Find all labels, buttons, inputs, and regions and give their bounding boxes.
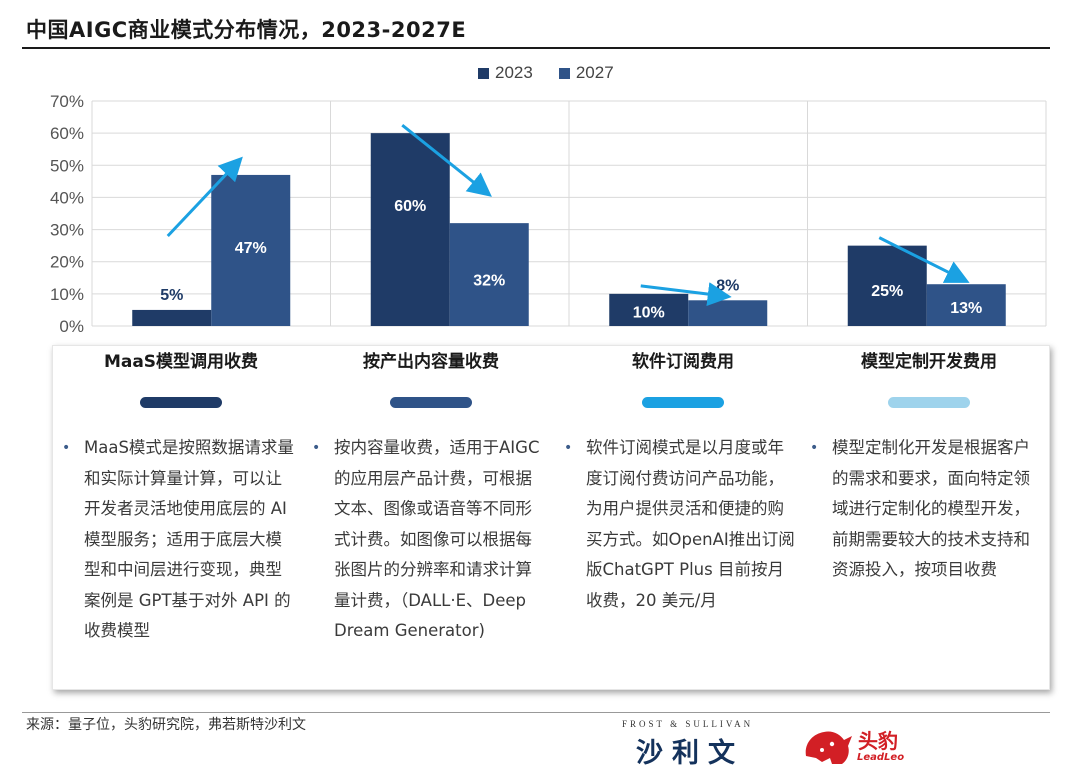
bullet-icon: •: [810, 440, 819, 456]
color-pill: [390, 397, 472, 408]
leadleo-leopard-icon: [805, 731, 852, 764]
legend-label-2023: 2023: [495, 63, 533, 82]
trend-arrow-down: [401, 123, 492, 197]
bar-2023: [609, 293, 689, 326]
column-custom-dev: 模型定制开发费用 • 模型定制化开发是根据客户的需求和要求，面向特定领域进行定制…: [810, 345, 1048, 690]
data-label: 5%: [160, 287, 183, 304]
bar-chart: 0% 10% 20% 30% 40% 50% 60% 70% 5% 47% 60% 32% 10% 8%…: [50, 92, 1047, 336]
data-label: 25%: [871, 283, 903, 300]
column-maas: MaaS模型调用收费 • MaaS模式是按照数据请求量和实际计算量计算，可以让开…: [62, 345, 300, 690]
y-tick-label: 30%: [50, 221, 84, 240]
description-text: 软件订阅模式是以月度或年度订阅付费访问产品功能，为用户提供灵活和便捷的购买方式。…: [586, 438, 795, 610]
column-heading: MaaS模型调用收费: [103, 352, 259, 372]
frost-sullivan-logo: 沙利文: [636, 738, 744, 769]
color-pill: [140, 397, 222, 408]
y-tick-label: 40%: [50, 188, 84, 207]
description-text: MaaS模式是按照数据请求量和实际计算量计算，可以让开发者灵活地使用底层的 AI…: [84, 438, 294, 640]
column-content-volume: 按产出内容量收费 • 按内容量收费，适用于AIGC的应用层产品计费，可根据文本、…: [312, 345, 550, 690]
bullet-icon: •: [312, 440, 321, 456]
y-tick-label: 60%: [50, 124, 84, 143]
y-tick-label: 20%: [50, 253, 84, 272]
data-label: 47%: [235, 240, 267, 257]
source-note: 来源：量子位，头豹研究院，弗若斯特沙利文: [26, 717, 306, 733]
column-description: • 软件订阅模式是以月度或年度订阅付费访问产品功能，为用户提供灵活和便捷的购买方…: [564, 433, 800, 616]
y-tick-label: 70%: [50, 92, 84, 111]
bar-2023: [847, 245, 927, 326]
legend-swatch-2027: [558, 67, 570, 79]
frost-sullivan-wordmark: FROST & SULLIVAN: [622, 719, 754, 729]
bar-2027: [926, 284, 1006, 326]
bullet-icon: •: [62, 440, 71, 456]
y-tick-label: 10%: [50, 285, 84, 304]
y-tick-label: 0%: [59, 317, 84, 336]
legend-label-2027: 2027: [575, 63, 614, 82]
column-heading: 软件订阅费用: [632, 352, 734, 372]
description-text: 模型定制化开发是根据客户的需求和要求，面向特定领域进行定制化的模型开发，前期需要…: [832, 438, 1030, 579]
bar-2027: [688, 300, 768, 326]
leadleo-logo-en: LeadLeo: [857, 752, 905, 763]
data-label: 8%: [716, 277, 739, 294]
column-description: • MaaS模式是按照数据请求量和实际计算量计算，可以让开发者灵活地使用底层的 …: [62, 433, 298, 647]
trend-arrow-down: [640, 282, 732, 307]
bar-2027: [211, 174, 291, 326]
data-label: 13%: [950, 300, 982, 317]
column-description: • 按内容量收费，适用于AIGC的应用层产品计费，可根据文本、图像或语音等不同形…: [312, 433, 548, 647]
color-pill: [642, 397, 724, 408]
bar-2023: [370, 133, 450, 326]
chart-legend: 2023 2027: [478, 63, 614, 83]
column-heading: 按产出内容量收费: [363, 352, 499, 372]
legend-swatch-2023: [478, 67, 489, 79]
column-description: • 模型定制化开发是根据客户的需求和要求，面向特定领域进行定制化的模型开发，前期…: [810, 433, 1046, 586]
column-heading: 模型定制开发费用: [861, 352, 997, 372]
data-label: 10%: [633, 305, 665, 322]
trend-arrow-down: [878, 236, 970, 283]
bullet-icon: •: [564, 440, 573, 456]
leadleo-logo-cn: 头豹: [858, 729, 898, 753]
footer-divider: [22, 712, 1050, 713]
page-title: 中国AIGC商业模式分布情况，2023-2027E: [26, 18, 467, 42]
bar-2023: [132, 309, 212, 326]
column-subscription: 软件订阅费用 • 软件订阅模式是以月度或年度订阅付费访问产品功能，为用户提供灵活…: [564, 345, 802, 690]
trend-arrow-up: [166, 156, 243, 238]
description-text: 按内容量收费，适用于AIGC的应用层产品计费，可根据文本、图像或语音等不同形式计…: [334, 438, 540, 640]
title-divider: [22, 47, 1050, 49]
bar-2027: [449, 223, 529, 326]
legend-item-2023: 2023: [478, 63, 533, 83]
y-tick-label: 50%: [50, 156, 84, 175]
data-label: 32%: [473, 273, 505, 290]
legend-item-2027: 2027: [558, 63, 614, 83]
data-label: 60%: [394, 198, 426, 215]
color-pill: [888, 397, 970, 408]
